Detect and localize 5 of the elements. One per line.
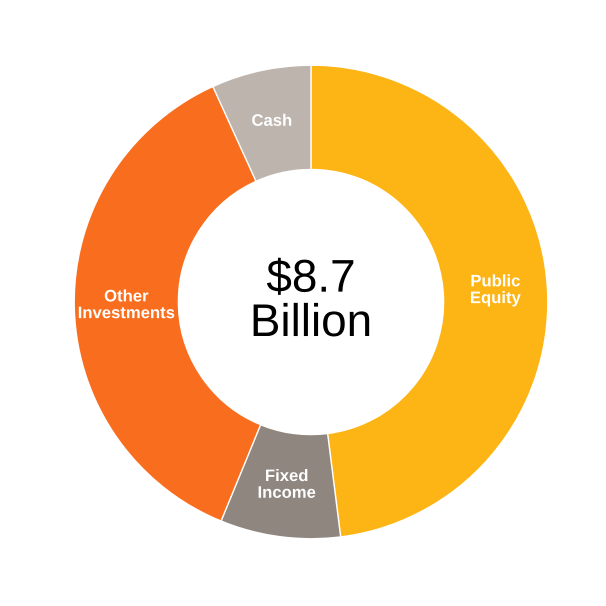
- slice-label: Fixed Income: [258, 468, 316, 498]
- slice-label: Cash: [252, 114, 292, 126]
- slice-label: Public Equity: [470, 274, 521, 307]
- slice-label: Other Investments: [78, 289, 174, 318]
- text: $8.7 Billion: [254, 258, 370, 336]
